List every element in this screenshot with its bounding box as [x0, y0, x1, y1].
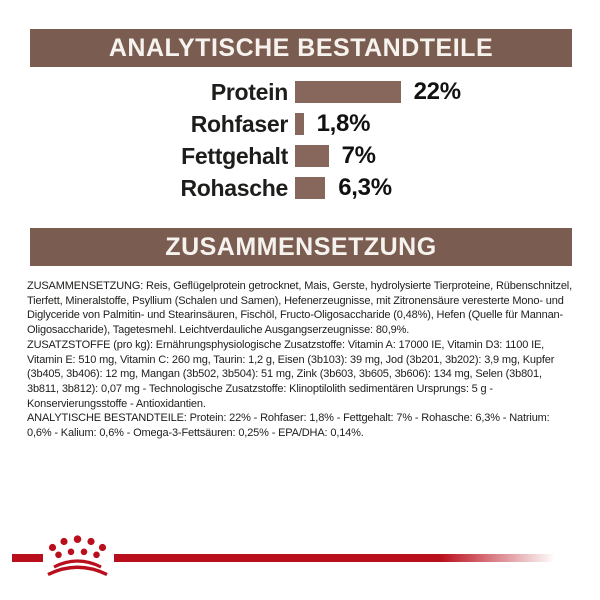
analytical-constituents-header: ANALYTISCHE BESTANDTEILE [30, 29, 572, 67]
additives-paragraph: ZUSATZSTOFFE (pro kg): Ernährungsphysiol… [27, 338, 555, 410]
composition-header: ZUSAMMENSETZUNG [30, 228, 572, 266]
chart-category-label: Rohasche [180, 175, 288, 201]
composition-paragraph: ZUSAMMENSETZUNG: Reis, Geflügelprotein g… [27, 280, 573, 337]
chart-row: Protein 22% [0, 78, 600, 105]
chart-row: Fettgehalt 7% [0, 142, 600, 169]
chart-value-label: 1,8% [316, 110, 371, 137]
chart-bar [295, 113, 304, 135]
chart-category-label: Rohfaser [190, 111, 289, 137]
red-line-left-segment [12, 554, 43, 562]
chart-bar [295, 145, 329, 167]
chart-value-label: 7% [341, 142, 376, 169]
composition-text-block: ZUSAMMENSETZUNG: Reis, Geflügelprotein g… [27, 279, 575, 441]
chart-category-label: Protein [210, 79, 288, 105]
chart-bar [295, 81, 401, 103]
chart-category-label: Fettgehalt [181, 143, 288, 169]
chart-row: Rohfaser 1,8% [0, 110, 600, 137]
chart-value-label: 6,3% [338, 174, 392, 201]
analytical-constituents-chart: Protein 22% Rohfaser 1,8% Fettgehalt 7% … [0, 78, 600, 209]
red-line-right-segment [114, 554, 555, 562]
chart-row: Rohasche 6,3% [0, 174, 600, 201]
chart-value-label: 22% [413, 78, 461, 105]
analytical-constituents-paragraph: ANALYTISCHE BESTANDTEILE: Protein: 22% -… [27, 412, 550, 440]
royal-canin-crown-icon [47, 535, 108, 577]
chart-bar [295, 177, 326, 199]
